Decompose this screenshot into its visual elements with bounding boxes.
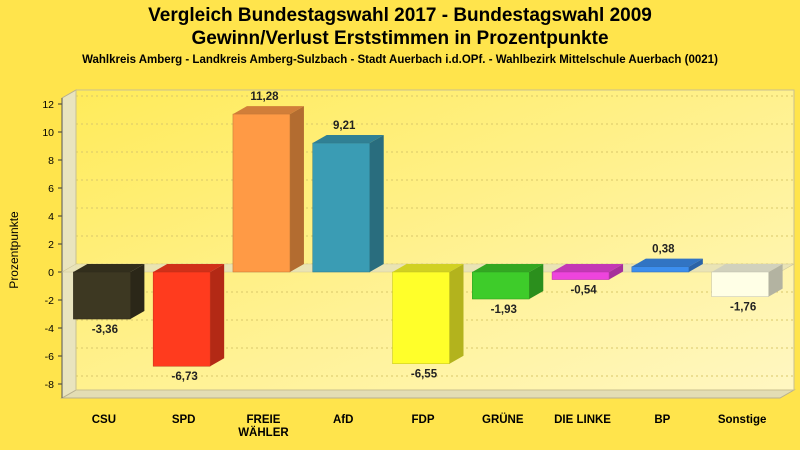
- bar-side: [449, 264, 464, 364]
- bar-top: [73, 264, 145, 272]
- data-label: -0,54: [570, 285, 597, 297]
- bar-top: [552, 264, 624, 272]
- plot-floor: [60, 389, 796, 399]
- y-tick-label: -8: [45, 379, 54, 391]
- x-tick-label-line: FDP: [412, 414, 435, 426]
- bar-front: [472, 271, 530, 300]
- data-label: 9,21: [333, 120, 356, 132]
- data-label: -3,36: [92, 324, 118, 336]
- x-tick-label-line: WÄHLER: [238, 426, 289, 439]
- bar-side: [210, 264, 225, 367]
- x-tick-label-line: AfD: [333, 414, 353, 426]
- x-tick-label: BP: [654, 414, 670, 426]
- bar-top: [631, 258, 703, 267]
- y-tick-label: -2: [45, 295, 54, 307]
- data-label: 0,38: [652, 244, 675, 256]
- x-tick-label-line: Sonstige: [718, 414, 767, 426]
- y-tick-label: 0: [48, 267, 54, 279]
- bar-side: [369, 135, 384, 272]
- data-label: 11,28: [250, 91, 279, 103]
- y-tick-label: 6: [48, 183, 54, 195]
- bar-side: [609, 264, 624, 280]
- bar-top: [472, 264, 544, 272]
- bar-front: [73, 271, 131, 320]
- data-label: -1,93: [491, 304, 517, 316]
- chart-title-line1: Vergleich Bundestagswahl 2017 - Bundesta…: [148, 5, 652, 26]
- bar-front: [711, 271, 769, 297]
- x-tick-label: Sonstige: [718, 414, 767, 426]
- bar: [631, 258, 703, 273]
- y-tick-label: 10: [42, 127, 54, 139]
- x-tick-label: FREIE WÄHLER: [238, 414, 289, 439]
- bar-front: [551, 271, 610, 280]
- bar-front: [631, 266, 690, 273]
- bar-side: [130, 264, 145, 320]
- bar-front: [312, 142, 370, 273]
- bar-top: [232, 106, 304, 115]
- bar-top: [153, 264, 225, 272]
- plot-side-wall: [61, 89, 77, 399]
- y-tick-label: 12: [42, 99, 54, 111]
- chart-subtitle: Wahlkreis Amberg - Landkreis Amberg-Sulz…: [82, 54, 718, 66]
- bar-front: [232, 113, 291, 273]
- x-tick-label: GRÜNE: [482, 413, 524, 426]
- bar-top: [711, 264, 783, 272]
- bar-top: [312, 135, 384, 144]
- y-tick-label: -4: [45, 323, 54, 335]
- x-tick-label: FDP: [412, 414, 435, 426]
- x-tick-label-line: DIE LINKE: [554, 414, 611, 426]
- y-tick-label: 8: [48, 155, 54, 167]
- bar: [73, 264, 145, 320]
- x-tick-label-line: BP: [654, 414, 670, 426]
- y-axis-label: Prozentpunkte: [7, 211, 21, 289]
- x-tick-label-line: SPD: [172, 414, 196, 426]
- y-tick-label: 4: [48, 211, 54, 223]
- bar-front: [392, 271, 450, 364]
- data-label: -6,55: [411, 369, 438, 381]
- bar-top: [392, 264, 464, 272]
- bar: [392, 264, 464, 364]
- bar-side: [289, 106, 304, 272]
- x-tick-label-line: CSU: [92, 414, 116, 426]
- x-tick-label-line: GRÜNE: [482, 413, 524, 426]
- x-tick-label-line: FREIE: [247, 414, 281, 426]
- x-tick-label: SPD: [172, 414, 196, 426]
- bar: [711, 264, 783, 297]
- bar-side: [768, 264, 783, 297]
- y-axis-title: Prozentpunkte: [7, 211, 21, 289]
- x-tick-label: CSU: [92, 414, 116, 426]
- bar-side: [688, 258, 703, 272]
- bar: [312, 135, 384, 273]
- bar: [152, 264, 225, 367]
- bar: [232, 106, 304, 273]
- bar: [472, 264, 544, 300]
- data-label: -6,73: [172, 371, 198, 383]
- data-label: -1,76: [730, 302, 756, 314]
- bar: [551, 264, 624, 280]
- chart-title-line2: Gewinn/Verlust Erststimmen in Prozentpun…: [191, 28, 609, 49]
- y-tick-label: -6: [45, 351, 54, 363]
- x-tick-label: AfD: [333, 414, 353, 426]
- y-tick-label: 2: [48, 239, 54, 251]
- bar-side: [529, 264, 544, 300]
- bar-front: [152, 271, 211, 367]
- x-tick-label: DIE LINKE: [554, 414, 611, 426]
